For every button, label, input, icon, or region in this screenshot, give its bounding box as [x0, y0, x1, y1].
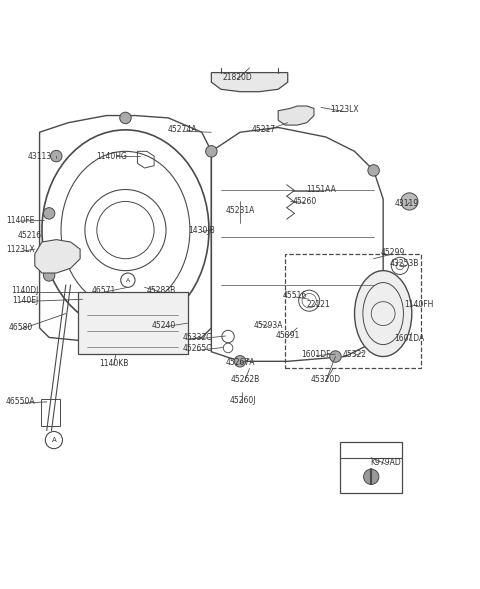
- Text: 45299: 45299: [381, 248, 405, 257]
- Text: 45293A: 45293A: [254, 321, 283, 330]
- Text: 45391: 45391: [276, 330, 300, 340]
- Text: A: A: [126, 277, 130, 283]
- Bar: [40, 399, 60, 426]
- Circle shape: [368, 165, 379, 176]
- Circle shape: [234, 356, 246, 367]
- Text: 45260J: 45260J: [229, 396, 256, 405]
- PathPatch shape: [35, 240, 80, 273]
- PathPatch shape: [278, 106, 314, 125]
- Text: K979AD: K979AD: [370, 458, 401, 467]
- Text: 45265C: 45265C: [182, 345, 212, 353]
- Ellipse shape: [355, 270, 412, 356]
- Circle shape: [205, 145, 217, 157]
- Text: 1123LX: 1123LX: [331, 105, 360, 114]
- Text: 43253B: 43253B: [390, 260, 420, 269]
- Text: 1140FE: 1140FE: [6, 216, 35, 225]
- Text: 45240: 45240: [152, 321, 176, 330]
- Text: 46571: 46571: [92, 286, 116, 295]
- Text: 45322: 45322: [342, 350, 367, 359]
- Text: 1151AA: 1151AA: [306, 185, 336, 194]
- Text: 43113: 43113: [27, 151, 52, 161]
- Text: 45283B: 45283B: [146, 286, 176, 295]
- PathPatch shape: [211, 72, 288, 92]
- Text: 45320D: 45320D: [311, 375, 341, 384]
- Circle shape: [120, 112, 131, 124]
- Bar: [340, 442, 402, 492]
- Text: A: A: [51, 437, 56, 443]
- Circle shape: [330, 351, 341, 362]
- Text: 46550A: 46550A: [6, 398, 36, 406]
- Text: 1140DJ: 1140DJ: [12, 286, 39, 295]
- Text: 43119: 43119: [395, 199, 419, 209]
- Text: 1140HG: 1140HG: [96, 151, 127, 161]
- Text: 45332C: 45332C: [182, 333, 212, 342]
- Text: 1601DA: 1601DA: [394, 334, 424, 343]
- Text: 1601DF: 1601DF: [301, 350, 331, 359]
- Text: 45516: 45516: [283, 291, 307, 300]
- Text: 46580: 46580: [8, 323, 33, 332]
- Circle shape: [43, 270, 55, 281]
- Text: 1140FH: 1140FH: [404, 300, 433, 309]
- Text: 45274A: 45274A: [168, 125, 197, 134]
- Text: 45262B: 45262B: [230, 375, 259, 384]
- Circle shape: [50, 150, 62, 162]
- Text: 21820D: 21820D: [223, 73, 252, 82]
- Text: 45217: 45217: [252, 125, 276, 134]
- Text: 45231A: 45231A: [225, 207, 255, 216]
- Text: 1140KB: 1140KB: [99, 359, 128, 368]
- Circle shape: [401, 193, 418, 210]
- Text: 22121: 22121: [307, 300, 331, 309]
- Text: 45267A: 45267A: [225, 358, 255, 367]
- Text: 1123LX: 1123LX: [6, 245, 35, 254]
- Text: 1430JB: 1430JB: [189, 226, 215, 234]
- Circle shape: [43, 208, 55, 219]
- FancyBboxPatch shape: [78, 292, 188, 354]
- Text: 1140EJ: 1140EJ: [12, 296, 38, 305]
- Circle shape: [364, 469, 379, 484]
- Text: 45260: 45260: [292, 197, 316, 206]
- Text: 45216: 45216: [18, 231, 42, 240]
